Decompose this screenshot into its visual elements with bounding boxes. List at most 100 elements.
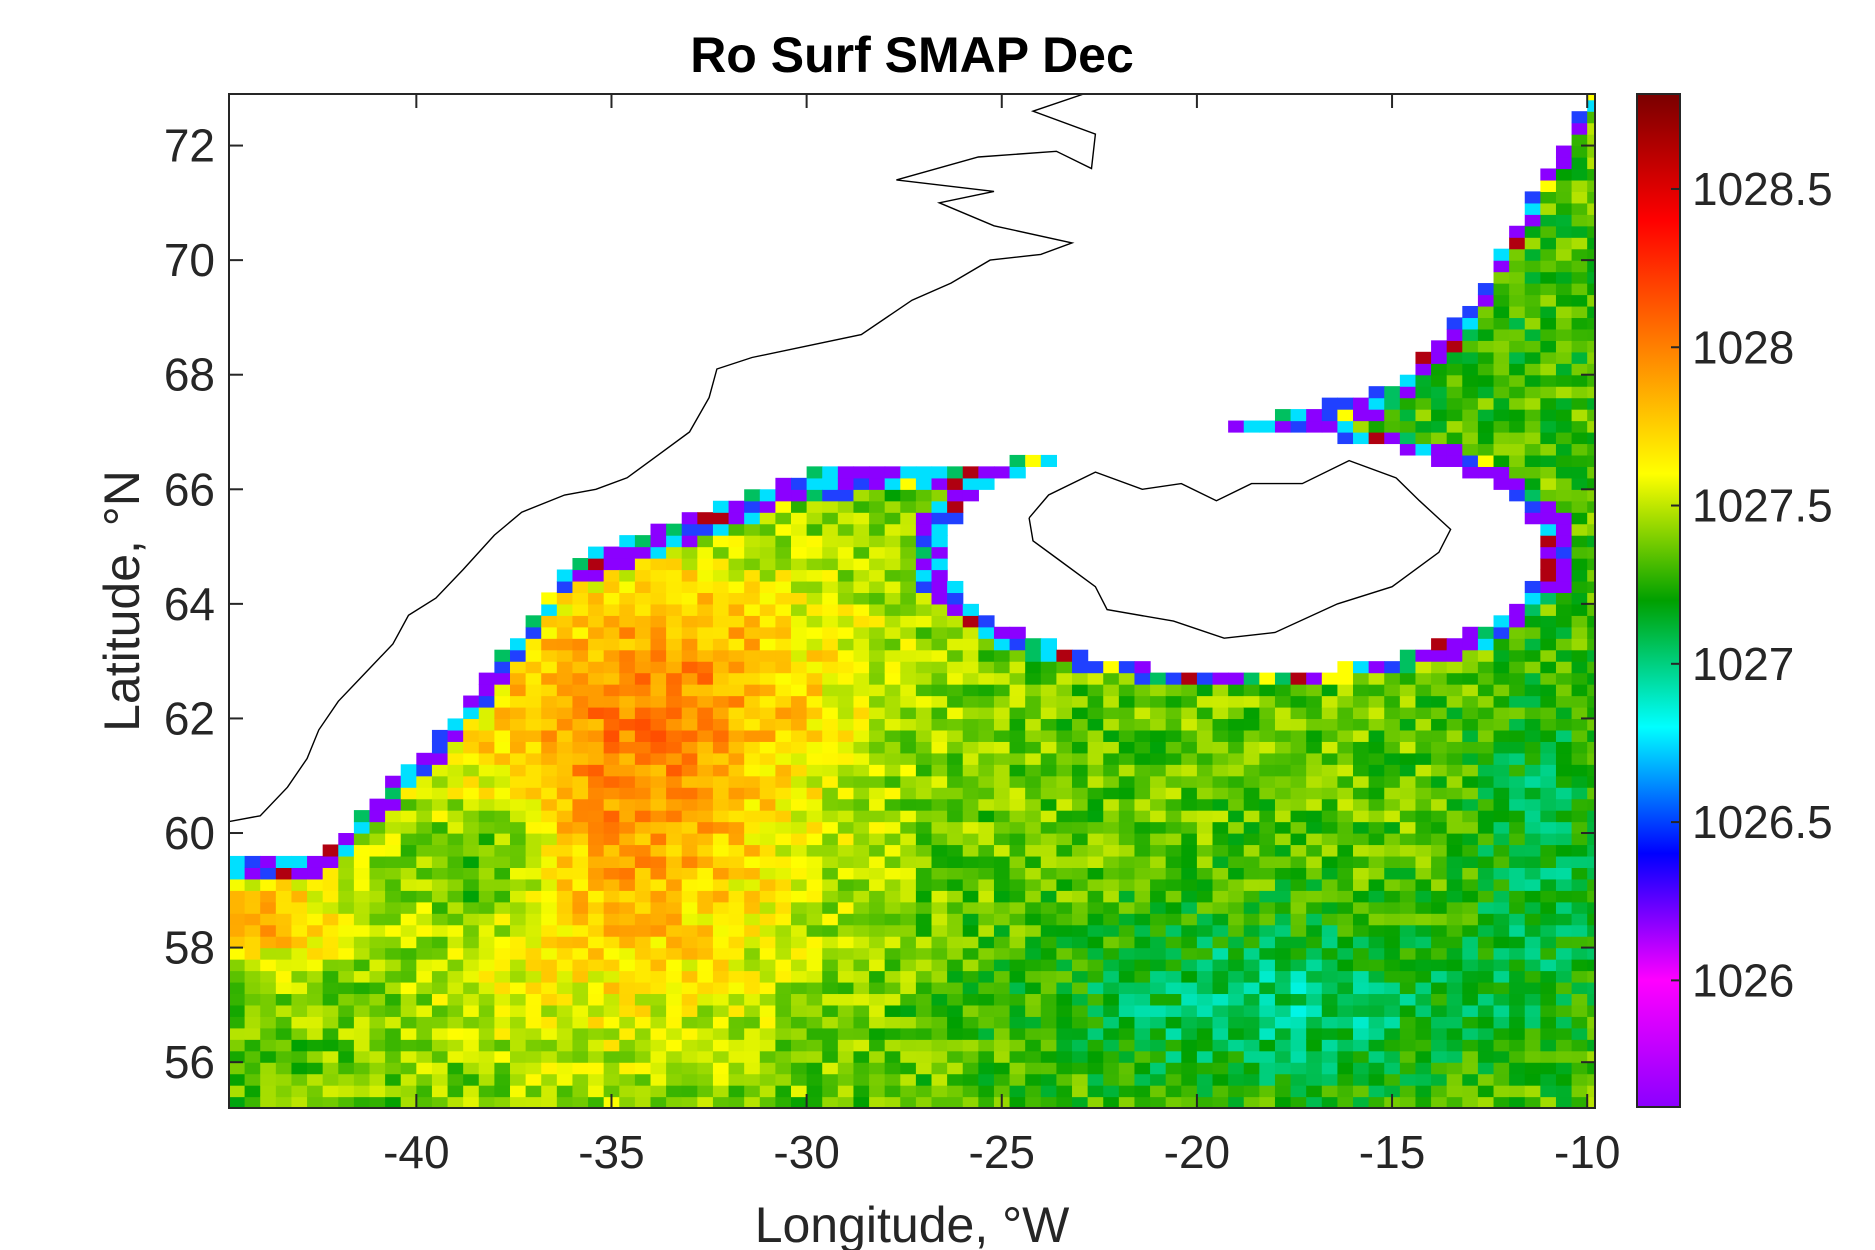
heatmap-cell [884,913,901,926]
heatmap-cell [1150,1073,1167,1086]
heatmap-cell [822,523,839,536]
heatmap-cell [603,901,620,914]
heatmap-cell [728,638,745,651]
heatmap-cell [837,981,855,995]
heatmap-cell [385,787,402,800]
heatmap-cell [744,718,761,731]
heatmap-cell [1431,638,1448,651]
heatmap-cell [1493,1004,1510,1017]
heatmap-cell [244,878,261,891]
heatmap-cell [385,1039,402,1052]
heatmap-cell [681,580,698,594]
heatmap-cell [1337,741,1354,754]
heatmap-cell [900,729,917,742]
heatmap-cell [1555,901,1573,914]
heatmap-cell [1353,1050,1370,1063]
heatmap-cell [1524,1085,1541,1098]
heatmap-cell [1025,638,1042,651]
heatmap-cell [1337,913,1354,926]
heatmap-cell [1274,1085,1292,1098]
heatmap-cell [1555,443,1573,456]
heatmap-cell [869,512,886,525]
heatmap-cell [275,1027,293,1040]
heatmap-cell [1415,351,1432,364]
heatmap-cell [260,1050,277,1063]
heatmap-cell [1009,454,1026,467]
heatmap-cell [431,959,449,972]
heatmap-cell [791,936,808,949]
heatmap-cell [1571,878,1588,891]
heatmap-cell [744,844,761,857]
heatmap-cell [1196,1039,1214,1052]
heatmap-cell [463,981,480,995]
heatmap-cell [822,924,839,937]
heatmap-cell [962,649,979,662]
heatmap-cell [1259,729,1276,742]
heatmap-cell [1524,512,1541,525]
heatmap-cell [1571,993,1588,1006]
heatmap-cell [556,833,574,846]
heatmap-cell [1243,936,1260,949]
heatmap-cell [1212,993,1229,1006]
heatmap-cell [541,981,558,995]
heatmap-cell [1259,924,1276,937]
heatmap-cell [1274,878,1292,891]
heatmap-cell [900,890,917,903]
heatmap-cell [1150,787,1167,800]
heatmap-cell [1477,775,1495,788]
heatmap-cell [947,615,964,628]
heatmap-cell [1399,718,1417,731]
heatmap-cell [588,546,605,559]
heatmap-cell [1212,947,1229,960]
heatmap-cell [650,787,667,800]
heatmap-cell [962,1050,979,1063]
heatmap-cell [791,959,808,972]
heatmap-cell [1477,752,1495,765]
heatmap-cell [1384,924,1401,937]
heatmap-cell [478,1016,495,1029]
heatmap-cell [1337,764,1354,777]
heatmap-cell [853,580,870,594]
colorbar-tick-label: 1027.5 [1692,480,1833,532]
heatmap-cell [931,603,948,616]
heatmap-cell [900,592,917,605]
heatmap-cell [431,775,449,788]
heatmap-cell [1165,913,1182,926]
heatmap-cell [1274,890,1292,903]
heatmap-cell [978,477,995,490]
heatmap-cell [1493,684,1510,697]
heatmap-cell [1134,890,1151,903]
heatmap-cell [447,959,464,972]
heatmap-cell [681,1085,698,1098]
heatmap-cell [962,959,979,972]
heatmap-cell [666,603,683,616]
heatmap-cell [697,821,714,834]
heatmap-cell [1587,168,1595,181]
heatmap-cell [666,1039,683,1052]
heatmap-cell [993,718,1011,731]
heatmap-cell [1196,993,1214,1006]
heatmap-cell [744,810,761,823]
heatmap-cell [1290,901,1307,914]
heatmap-cell [447,729,464,742]
heatmap-cell [1571,649,1588,662]
heatmap-cell [712,580,730,594]
heatmap-cell [1587,752,1595,765]
heatmap-cell [525,855,542,868]
heatmap-cell [1009,924,1026,937]
heatmap-cell [525,890,542,903]
heatmap-cell [1571,500,1588,513]
heatmap-cell [1274,695,1292,708]
heatmap-cell [385,833,402,846]
heatmap-cell [650,1096,667,1108]
heatmap-cell [1477,661,1495,674]
heatmap-cell [1072,878,1089,891]
heatmap-cell [1587,924,1595,937]
heatmap-cell [915,718,933,731]
heatmap-cell [588,649,605,662]
heatmap-cell [322,1027,339,1040]
heatmap-cell [1415,684,1432,697]
heatmap-cell [791,535,808,548]
heatmap-cell [1540,821,1557,834]
heatmap-cell [993,878,1011,891]
